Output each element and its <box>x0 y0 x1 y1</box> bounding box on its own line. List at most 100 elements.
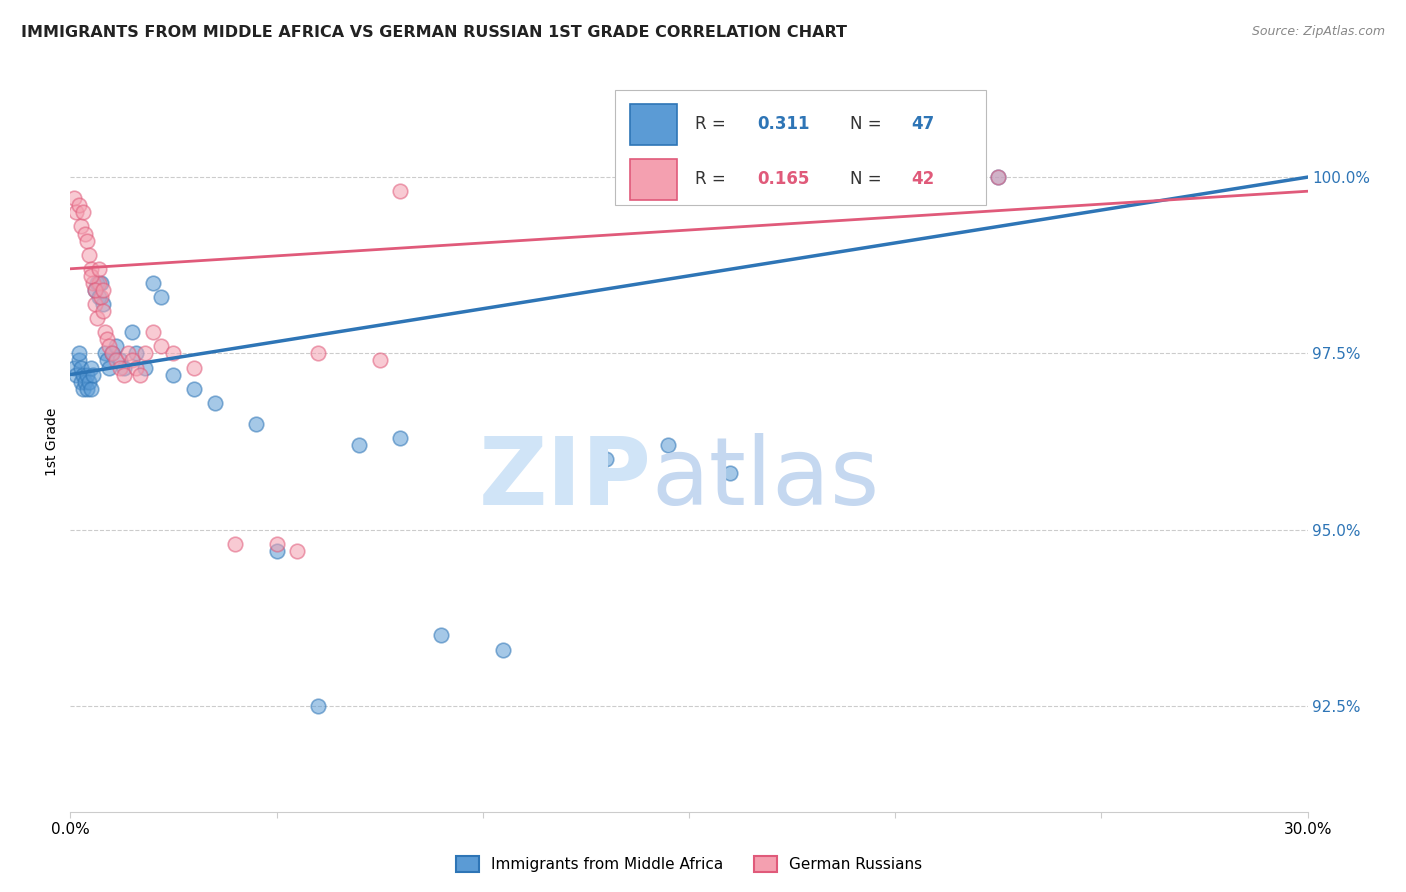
Point <box>91 304 114 318</box>
Point <box>90 290 112 304</box>
Point <box>76 382 98 396</box>
Point <box>90 276 112 290</box>
Text: 42: 42 <box>911 170 935 188</box>
Point <box>142 276 165 290</box>
Point <box>76 234 98 248</box>
Point <box>104 353 127 368</box>
Point <box>162 368 184 382</box>
Point <box>162 346 184 360</box>
Point <box>430 628 453 642</box>
Point <box>80 382 103 396</box>
Point <box>657 438 679 452</box>
Point <box>69 219 91 234</box>
FancyBboxPatch shape <box>630 159 676 200</box>
Point <box>134 346 156 360</box>
FancyBboxPatch shape <box>614 90 986 204</box>
Point <box>94 325 117 339</box>
Point <box>108 353 131 368</box>
Point <box>245 417 267 431</box>
Point <box>112 360 135 375</box>
Text: R =: R = <box>695 170 731 188</box>
Point <box>150 339 173 353</box>
Point <box>100 346 122 360</box>
Point <box>84 283 107 297</box>
Point <box>125 360 148 375</box>
Point <box>368 353 391 368</box>
Text: N =: N = <box>849 170 887 188</box>
Point <box>266 537 288 551</box>
Point <box>86 311 108 326</box>
Point <box>987 170 1010 185</box>
Point <box>224 537 246 551</box>
Point <box>492 642 515 657</box>
Point <box>121 325 143 339</box>
Point <box>96 353 118 368</box>
Point <box>94 346 117 360</box>
Point <box>86 276 108 290</box>
Point <box>76 368 98 382</box>
Text: IMMIGRANTS FROM MIDDLE AFRICA VS GERMAN RUSSIAN 1ST GRADE CORRELATION CHART: IMMIGRANTS FROM MIDDLE AFRICA VS GERMAN … <box>21 25 846 40</box>
Point <box>100 346 122 360</box>
Text: Source: ZipAtlas.com: Source: ZipAtlas.com <box>1251 25 1385 38</box>
Point <box>77 375 100 389</box>
Point <box>63 360 86 375</box>
Point <box>72 205 94 219</box>
Point <box>987 170 1010 185</box>
Point <box>112 368 135 382</box>
Point <box>89 290 111 304</box>
Point <box>389 184 412 198</box>
Point <box>84 283 107 297</box>
FancyBboxPatch shape <box>630 104 676 145</box>
Point <box>89 276 111 290</box>
Text: 47: 47 <box>911 115 935 133</box>
Point <box>80 360 103 375</box>
Point <box>72 382 94 396</box>
Point <box>718 467 741 481</box>
Y-axis label: 1st Grade: 1st Grade <box>45 408 59 475</box>
Text: 0.165: 0.165 <box>756 170 810 188</box>
Point <box>82 276 104 290</box>
Point <box>91 283 114 297</box>
Text: R =: R = <box>695 115 731 133</box>
Text: 0.311: 0.311 <box>756 115 810 133</box>
Point <box>925 170 948 185</box>
Point <box>142 325 165 339</box>
Point <box>69 375 91 389</box>
Point <box>65 205 87 219</box>
Text: N =: N = <box>849 115 887 133</box>
Point <box>69 360 91 375</box>
Point <box>96 332 118 346</box>
Point <box>98 339 121 353</box>
Point <box>347 438 370 452</box>
Point <box>65 368 87 382</box>
Point <box>84 297 107 311</box>
Point <box>73 227 96 241</box>
Text: ZIP: ZIP <box>479 433 652 524</box>
Point <box>266 544 288 558</box>
Point <box>67 353 90 368</box>
Point <box>183 360 205 375</box>
Point <box>67 346 90 360</box>
Point <box>134 360 156 375</box>
Point <box>82 368 104 382</box>
Point <box>98 360 121 375</box>
Point <box>72 368 94 382</box>
Point <box>125 346 148 360</box>
Point <box>183 382 205 396</box>
Text: atlas: atlas <box>652 433 880 524</box>
Point <box>73 375 96 389</box>
Point <box>89 261 111 276</box>
Point <box>150 290 173 304</box>
Point <box>80 261 103 276</box>
Point <box>77 248 100 262</box>
Point <box>91 297 114 311</box>
Point <box>129 368 152 382</box>
Point <box>108 360 131 375</box>
Point <box>285 544 308 558</box>
Point <box>80 268 103 283</box>
Legend: Immigrants from Middle Africa, German Russians: Immigrants from Middle Africa, German Ru… <box>450 850 928 878</box>
Point <box>204 396 226 410</box>
Point <box>307 346 329 360</box>
Point <box>389 431 412 445</box>
Point <box>117 346 139 360</box>
